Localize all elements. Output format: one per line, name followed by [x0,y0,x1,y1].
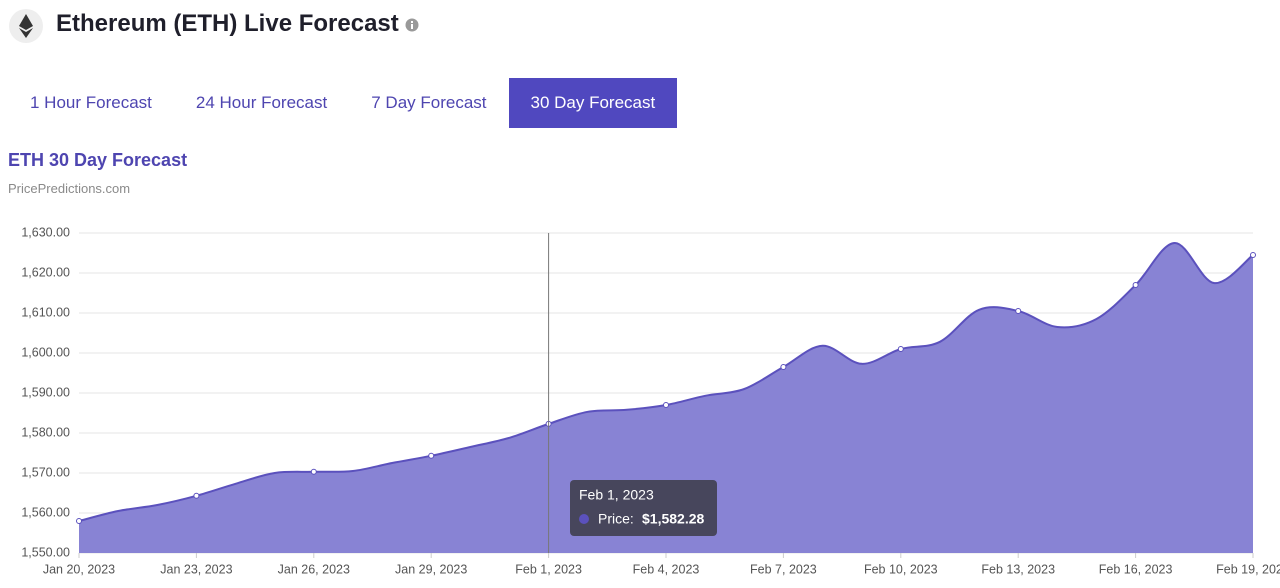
tab[interactable]: 7 Day Forecast [371,93,487,112]
x-tick-label: Feb 1, 2023 [515,562,582,576]
x-tick-label: Feb 4, 2023 [633,562,700,576]
y-tick-label: 1,610.00 [21,305,70,319]
tab[interactable]: 24 Hour Forecast [195,93,328,112]
point [663,402,669,408]
y-tick-label: 1,620.00 [21,265,70,279]
point [310,468,317,475]
tab[interactable]: 30 Day Forecast [508,78,678,128]
point [1132,282,1139,288]
chart-title: ETH 30 Day Forecast [8,150,188,170]
point [780,364,787,370]
tabs: 1 Hour Forecast 24 Hour Forecast 7 Day For… [8,78,678,128]
tooltip-label: Price: [598,511,634,527]
y-tick-label: 1,570.00 [21,465,70,479]
info-icon[interactable] [405,18,419,32]
tooltip-value: $1,582.28 [642,511,704,527]
point [1015,308,1022,314]
x-tick-label: Feb 16, 2023 [1099,562,1173,576]
tab[interactable]: 1 Hour Forecast [30,93,152,112]
point [1250,252,1256,258]
y-tick-label: 1,600.00 [21,345,70,359]
title-text: Ethereum (ETH) Live Forecast [56,10,399,37]
y-tick-label: 1,630.00 [21,225,70,239]
point [897,346,904,352]
y-tick-label: 1,580.00 [21,425,70,439]
tooltip-box [570,480,717,536]
eth-icon [9,9,43,43]
tooltip-date: Feb 1, 2023 [579,487,654,503]
x-tick-label: Jan 29, 2023 [395,562,467,576]
y-tick-label: 1,550.00 [21,545,70,559]
x-tick-label: Feb 10, 2023 [864,562,938,576]
x-tick-label: Feb 19, 2023 [1216,562,1280,576]
x-tick-label: Jan 26, 2023 [278,562,350,576]
y-tick-label: 1,590.00 [21,385,70,399]
point [428,452,435,459]
x-tick-label: Feb 13, 2023 [981,562,1055,576]
area [79,242,1253,553]
tooltip-dot [579,514,589,524]
page-title: Ethereum (ETH) Live Forecast [56,10,419,38]
x-tick-label: Jan 23, 2023 [160,562,232,576]
y-tick-label: 1,560.00 [21,505,70,519]
x-tick-label: Jan 20, 2023 [43,562,115,576]
point [193,492,200,499]
point [76,518,82,524]
line [78,241,1254,522]
chart-subtitle: PricePredictions.com [8,181,131,196]
point [545,420,552,427]
x-tick-label: Feb 7, 2023 [750,562,817,576]
